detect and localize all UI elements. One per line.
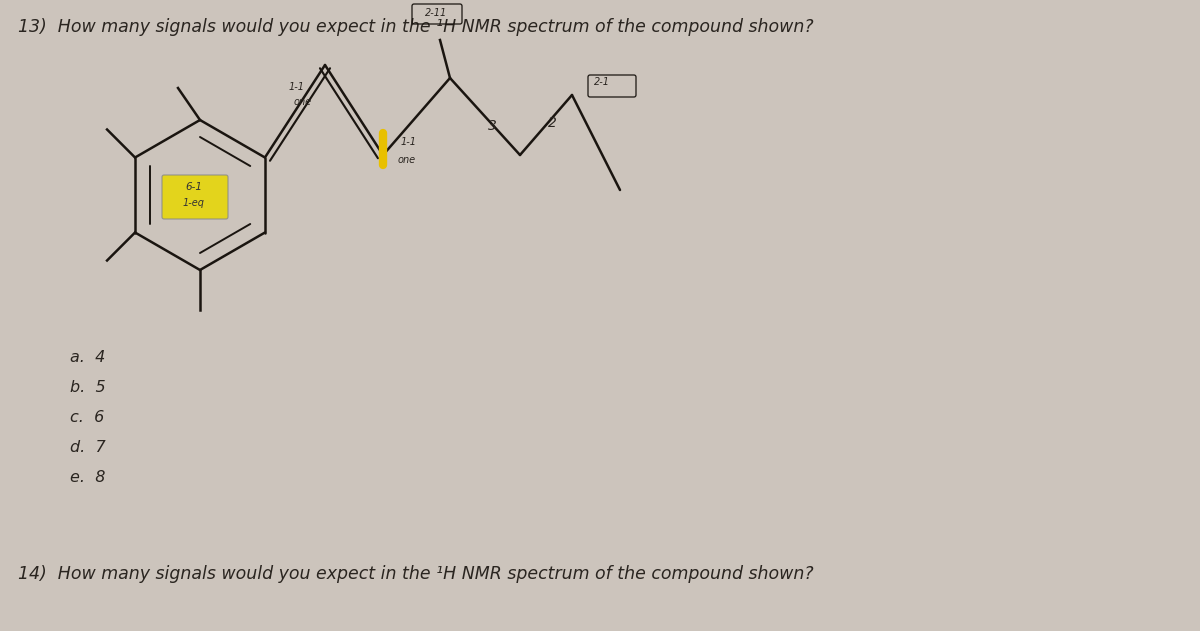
Text: one: one [398,155,416,165]
Text: 13)  How many signals would you expect in the ¹H NMR spectrum of the compound sh: 13) How many signals would you expect in… [18,18,814,36]
Text: 2-11: 2-11 [425,8,448,18]
Text: 1-eq: 1-eq [182,198,205,208]
Text: c.  6: c. 6 [70,410,104,425]
Text: 1-1: 1-1 [289,82,305,92]
Text: 2-1: 2-1 [594,77,610,87]
Text: a.  4: a. 4 [70,350,106,365]
Text: 14)  How many signals would you expect in the ¹H NMR spectrum of the compound sh: 14) How many signals would you expect in… [18,565,814,583]
Text: b.  5: b. 5 [70,380,106,395]
Text: d.  7: d. 7 [70,440,106,455]
Text: e.  8: e. 8 [70,470,106,485]
Text: 6-1: 6-1 [186,182,203,192]
FancyBboxPatch shape [162,175,228,219]
Text: 1-1: 1-1 [401,137,418,147]
Text: 3: 3 [488,119,497,133]
Text: 2: 2 [548,116,557,130]
Text: one: one [294,97,312,107]
